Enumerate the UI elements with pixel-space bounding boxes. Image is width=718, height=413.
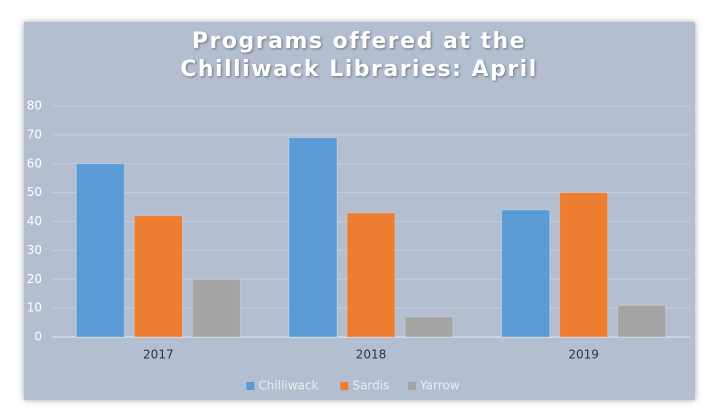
legend-label: Sardis [352, 379, 389, 393]
x-tick-label: 2017 [143, 348, 174, 362]
bar [288, 137, 338, 338]
y-tick-label: 80 [27, 99, 42, 113]
legend-label: Chilliwack [258, 379, 318, 393]
y-tick-label: 70 [27, 127, 42, 141]
bar [501, 209, 551, 338]
bar [191, 278, 241, 338]
legend-swatch [246, 382, 255, 390]
bar [404, 316, 454, 338]
bar [617, 304, 667, 338]
y-tick-label: 60 [27, 156, 42, 170]
legend-swatch [408, 382, 416, 390]
y-tick-label: 40 [27, 214, 42, 228]
legend-label: Yarrow [419, 379, 460, 393]
legend-swatch [340, 382, 349, 390]
bar [133, 215, 183, 338]
y-tick-label: 50 [27, 185, 42, 199]
bar [75, 163, 125, 338]
bar [559, 192, 609, 338]
y-tick-label: 0 [34, 330, 42, 344]
y-tick-label: 20 [27, 272, 42, 286]
y-tick-label: 10 [27, 301, 42, 315]
chart-title: Programs offered at the Chilliwack Libra… [180, 29, 538, 82]
x-tick-label: 2019 [568, 348, 599, 362]
y-tick-label: 30 [27, 243, 42, 257]
bar [346, 212, 396, 338]
x-tick-label: 2018 [356, 348, 387, 362]
